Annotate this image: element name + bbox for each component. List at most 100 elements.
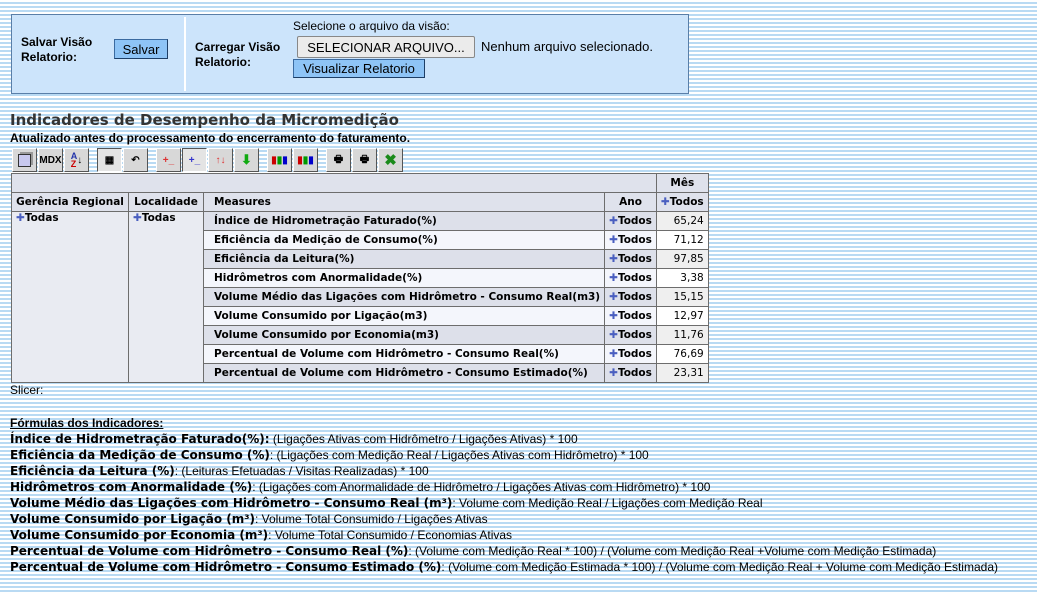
expand-icon: ✚ xyxy=(609,272,618,284)
formula-item: Hidrômetros com Anormalidade (%): (Ligaç… xyxy=(10,479,998,495)
print-pdf-icon[interactable]: 🖶 xyxy=(352,148,377,172)
formula-name: Eficiência da Leitura (%) xyxy=(10,464,175,478)
expand-icon: ✚ xyxy=(609,348,618,360)
ano-cell[interactable]: ✚Todos xyxy=(604,211,657,231)
select-file-button[interactable]: SELECIONAR ARQUIVO... xyxy=(297,36,475,58)
formula-text: : Volume Total Consumido / Economias Ati… xyxy=(268,528,513,542)
col-header-mes: Mês xyxy=(655,173,709,193)
ano-cell[interactable]: ✚Todos xyxy=(604,249,657,269)
formula-name: Percentual de Volume com Hidrômetro - Co… xyxy=(10,544,409,558)
formula-item: Volume Consumido por Ligação (m³): Volum… xyxy=(10,511,998,527)
ano-cell[interactable]: ✚Todos xyxy=(604,344,657,364)
value-cell: 12,97 xyxy=(655,306,709,326)
formula-text: : Volume Total Consumido / Ligações Ativ… xyxy=(255,512,488,526)
formula-name: Volume Consumido por Economia (m³) xyxy=(10,528,269,542)
formula-item: Volume Consumido por Economia (m³): Volu… xyxy=(10,527,998,543)
formula-name: Volume Médio das Ligações com Hidrômetro… xyxy=(10,496,453,510)
formula-name: Volume Consumido por Ligação (m³) xyxy=(10,512,255,526)
ano-cell[interactable]: ✚Todos xyxy=(604,287,657,307)
drill-position-icon[interactable]: +_ xyxy=(182,148,207,172)
pivot-table: Mês Gerência Regional Localidade Measure… xyxy=(11,173,709,383)
formula-item: Volume Médio das Ligações com Hidrômetro… xyxy=(10,495,998,511)
expand-icon: ✚ xyxy=(609,310,618,322)
mdx-icon[interactable]: MDX xyxy=(38,148,63,172)
ano-cell[interactable]: ✚Todos xyxy=(604,363,657,383)
value-cell: 23,31 xyxy=(655,363,709,383)
expand-icon: ✚ xyxy=(609,234,618,246)
formula-item: Eficiência da Medição de Consumo (%): (L… xyxy=(10,447,998,463)
table-row: Eficiência da Medição de Consumo(%) ✚Todo… xyxy=(12,230,709,250)
formula-text: : Volume com Medição Real / Ligações com… xyxy=(452,496,763,510)
measure-cell: Volume Consumido por Ligação(m3) xyxy=(202,306,606,326)
formulas-section: Fórmulas dos Indicadores: Índice de Hidr… xyxy=(10,415,998,575)
expand-icon: ✚ xyxy=(609,253,618,265)
ano-cell[interactable]: ✚Todos xyxy=(604,325,657,345)
toolbar: MDX A Z ↓ ▦ ↶ +_ +_ ↑↓ ⬇ ▮ ▮ ▮ ▮ ▮ ▮ 🖶 🖶 ✖ xyxy=(12,148,403,172)
formula-name: Hidrômetros com Anormalidade (%) xyxy=(10,480,253,494)
formula-name: Percentual de Volume com Hidrômetro - Co… xyxy=(10,560,442,574)
header-measures: Measures xyxy=(202,192,606,212)
formula-text: (Ligações Ativas com Hidrômetro / Ligaçõ… xyxy=(269,432,578,446)
header-gerencia: Gerência Regional xyxy=(11,192,129,212)
header-localidade: Localidade xyxy=(128,192,204,212)
table-row: Volume Consumido por Ligação(m3) ✚Todos 12… xyxy=(12,306,709,326)
print-config-icon[interactable]: 🖶 xyxy=(326,148,351,172)
formula-item: Percentual de Volume com Hidrômetro - Co… xyxy=(10,543,998,559)
value-cell: 97,85 xyxy=(655,249,709,269)
localidade-cell[interactable]: ✚Todas xyxy=(128,211,204,383)
view-report-button[interactable]: Visualizar Relatorio xyxy=(293,59,425,78)
save-button[interactable]: Salvar xyxy=(114,39,168,59)
ano-cell[interactable]: ✚Todos xyxy=(604,268,657,288)
header-mes-todos[interactable]: ✚Todos xyxy=(655,192,709,212)
expand-icon: ✚ xyxy=(609,215,618,227)
table-row: Percentual de Volume com Hidrômetro - Co… xyxy=(12,363,709,383)
value-cell: 3,38 xyxy=(655,268,709,288)
measure-cell: Volume Médio das Ligações com Hidrômetro… xyxy=(202,287,606,307)
drill-through-icon[interactable]: ⬇ xyxy=(234,148,259,172)
chart-config-icon[interactable]: ▮ ▮ ▮ xyxy=(293,148,318,172)
save-view-label: Salvar Visão Relatorio: xyxy=(21,35,93,64)
show-chart-icon[interactable]: ▮ ▮ ▮ xyxy=(267,148,292,172)
expand-icon: ✚ xyxy=(609,291,618,303)
formula-text: : (Ligações com Medição Real / Ligações … xyxy=(269,448,649,462)
cube-navigator-icon[interactable] xyxy=(12,148,37,172)
measure-cell: Eficiência da Medição de Consumo(%) xyxy=(202,230,606,250)
drill-replace-icon[interactable]: ↑↓ xyxy=(208,148,233,172)
gerencia-cell[interactable]: ✚Todas xyxy=(11,211,129,383)
value-cell: 15,15 xyxy=(655,287,709,307)
expand-icon: ✚ xyxy=(609,329,618,341)
ano-cell[interactable]: ✚Todos xyxy=(604,306,657,326)
measure-cell: Percentual de Volume com Hidrômetro - Co… xyxy=(202,363,606,383)
table-row: Volume Médio das Ligações com Hidrômetro… xyxy=(12,287,709,307)
file-status: Nenhum arquivo selecionado. xyxy=(481,39,653,54)
expand-icon: ✚ xyxy=(660,196,670,208)
export-excel-icon[interactable]: ✖ xyxy=(378,148,403,172)
table-row: Volume Consumido por Economia(m3) ✚Todos 1… xyxy=(12,325,709,345)
measure-cell: Hidrômetros com Anormalidade(%) xyxy=(202,268,606,288)
formula-item: Eficiência da Leitura (%): (Leituras Efe… xyxy=(10,463,998,479)
expand-icon: ✚ xyxy=(609,367,618,379)
value-cell: 65,24 xyxy=(655,211,709,231)
header-ano: Ano xyxy=(604,192,657,212)
measure-cell: Índice de Hidrometração Faturado(%) xyxy=(202,211,606,231)
load-view-label: Carregar Visão Relatorio: xyxy=(195,40,281,69)
expand-icon: ✚ xyxy=(16,212,25,224)
value-cell: 71,12 xyxy=(655,230,709,250)
formula-item: Percentual de Volume com Hidrômetro - Co… xyxy=(10,559,998,575)
drill-member-icon[interactable]: +_ xyxy=(156,148,181,172)
hide-empty-icon[interactable]: ▦ xyxy=(97,148,122,172)
formula-name: Índice de Hidrometração Faturado(%): xyxy=(10,432,270,446)
measure-cell: Eficiência da Leitura(%) xyxy=(202,249,606,269)
sort-az-icon[interactable]: A Z ↓ xyxy=(64,148,89,172)
formula-text: : (Ligações com Anormalidade de Hidrômet… xyxy=(252,480,711,494)
ano-cell[interactable]: ✚Todos xyxy=(604,230,657,250)
measure-cell: Volume Consumido por Economia(m3) xyxy=(202,325,606,345)
formulas-heading: Fórmulas dos Indicadores: xyxy=(10,416,164,430)
formula-item: Índice de Hidrometração Faturado(%): (Li… xyxy=(10,431,998,447)
page-title: Indicadores de Desempenho da Micromediçã… xyxy=(10,111,399,129)
formula-text: : (Volume com Medição Real * 100) / (Vol… xyxy=(408,544,937,558)
formula-text: : (Leituras Efetuadas / Visitas Realizad… xyxy=(174,464,429,478)
value-cell: 76,69 xyxy=(655,344,709,364)
table-row: ✚Todas ✚Todas Índice de Hidrometração Fatu… xyxy=(11,211,709,383)
swap-axes-icon[interactable]: ↶ xyxy=(123,148,148,172)
